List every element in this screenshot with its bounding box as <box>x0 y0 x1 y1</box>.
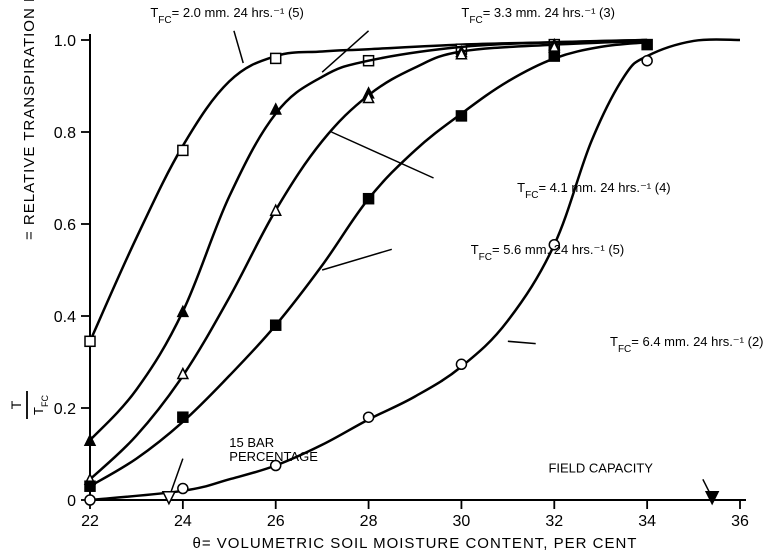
svg-text:TFC= 6.4 mm. 24 hrs.⁻¹ (2): TFC= 6.4 mm. 24 hrs.⁻¹ (2) <box>610 334 764 355</box>
svg-text:FIELD CAPACITY: FIELD CAPACITY <box>548 460 653 475</box>
svg-text:1.0: 1.0 <box>54 33 76 50</box>
svg-text:0.6: 0.6 <box>54 217 76 234</box>
svg-text:= RELATIVE TRANSPIRATION RATE: = RELATIVE TRANSPIRATION RATE <box>21 0 38 240</box>
svg-text:24: 24 <box>174 513 192 530</box>
svg-text:22: 22 <box>81 513 99 530</box>
svg-text:0.2: 0.2 <box>54 401 76 418</box>
svg-text:TFC= 2.0 mm. 24 hrs.⁻¹ (5): TFC= 2.0 mm. 24 hrs.⁻¹ (5) <box>150 5 304 26</box>
curve-tfc64 <box>90 39 740 500</box>
svg-text:32: 32 <box>545 513 563 530</box>
svg-text:TFC= 4.1 mm. 24 hrs.⁻¹ (4): TFC= 4.1 mm. 24 hrs.⁻¹ (4) <box>517 180 671 201</box>
svg-text:26: 26 <box>267 513 285 530</box>
svg-text:T: T <box>8 400 24 409</box>
svg-text:0: 0 <box>67 493 76 510</box>
svg-text:TFC= 3.3 mm. 24 hrs.⁻¹ (3): TFC= 3.3 mm. 24 hrs.⁻¹ (3) <box>461 5 615 26</box>
transpiration-chart: 22 24 26 28 30 32 34 36 0 0.2 0.4 0.6 0.8 1.0 TFC= 2.0… <box>0 0 768 554</box>
chart-svg: 22 24 26 28 30 32 34 36 0 0.2 0.4 0.6 0.8 1.0 TFC= 2.0… <box>0 0 768 554</box>
svg-text:PERCENTAGE: PERCENTAGE <box>229 449 318 464</box>
svg-text:36: 36 <box>731 513 749 530</box>
svg-text:0.8: 0.8 <box>54 125 76 142</box>
svg-text:30: 30 <box>453 513 471 530</box>
svg-text:0.4: 0.4 <box>54 309 76 326</box>
svg-text:TFC: TFC <box>31 395 50 415</box>
svg-text:34: 34 <box>638 513 656 530</box>
svg-text:θ= VOLUMETRIC SOIL MOISTURE CO: θ= VOLUMETRIC SOIL MOISTURE CONTENT, PER… <box>193 535 638 552</box>
svg-text:15 BAR: 15 BAR <box>229 435 274 450</box>
svg-text:28: 28 <box>360 513 378 530</box>
